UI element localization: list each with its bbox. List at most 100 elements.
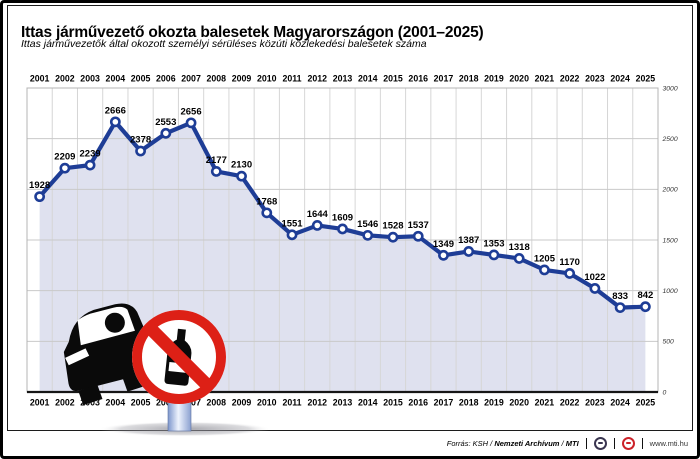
y-tick-2500: 2500 [662,136,678,143]
bottom-axis-year-2011: 2011 [282,398,301,408]
content-frame [7,5,693,431]
data-label-2025: 842 [637,290,653,301]
data-point-2003 [84,159,96,171]
car-no-alcohol-illustration [63,303,271,437]
data-point-2009 [236,170,247,182]
data-point-2014 [362,229,374,241]
data-point-2010 [261,207,273,219]
top-axis-year-2013: 2013 [333,74,353,84]
data-point-2011 [286,229,298,241]
data-point-2002 [59,162,71,174]
data-point-2001 [34,191,46,203]
bottom-axis-year-2012: 2012 [307,398,327,408]
data-label-2017: 1349 [433,239,454,250]
bottom-axis-year-2017: 2017 [434,398,454,408]
source-token: / [488,438,495,448]
top-axis-year-2004: 2004 [106,74,126,84]
y-tick-500: 500 [663,339,675,346]
source-token: Nemzeti Archívum [494,438,560,448]
bottom-axis-year-2016: 2016 [408,398,428,408]
top-axis-year-2002: 2002 [55,74,75,84]
data-label-2021: 1205 [534,253,556,264]
top-axis-year-2009: 2009 [232,74,252,84]
bottom-axis-year-2005: 2005 [131,398,151,408]
bottom-axis-year-2020: 2020 [509,398,529,408]
footer-divider [641,437,643,449]
top-axis-year-2008: 2008 [207,74,227,84]
data-point-2018 [463,246,475,257]
bottom-axis-year-2013: 2013 [333,398,353,408]
top-axis-year-2019: 2019 [484,74,504,84]
data-point-2015 [387,231,399,243]
data-point-2025 [639,301,651,313]
bottom-axis-year-2006: 2006 [156,398,176,408]
page-subtitle: Ittas járművezetők által okozott személy… [21,38,427,50]
top-axis-year-2007: 2007 [181,74,201,84]
y-tick-0: 0 [663,389,667,396]
footer-divider [613,437,615,449]
bottom-axis-year-2019: 2019 [484,398,504,408]
data-label-2006: 2553 [155,117,176,128]
top-axis-year-2023: 2023 [585,74,605,84]
y-tick-2000: 2000 [662,187,678,194]
data-point-2007 [185,117,197,129]
page-title: Ittas járművezető okozta balesetek Magya… [21,24,484,42]
top-axis-year-2025: 2025 [636,74,656,84]
top-axis-year-2012: 2012 [307,74,327,84]
mti-logo-red-icon [621,436,635,450]
top-axis-year-2024: 2024 [610,74,630,84]
data-label-2023: 1022 [584,272,605,283]
data-point-2020 [513,253,525,264]
data-point-2006 [160,127,172,139]
data-label-2008: 2177 [206,155,227,166]
data-label-2012: 1644 [307,209,329,220]
source-credit: Forrás: KSH / Nemzeti Archívum / MTI [447,439,579,448]
data-point-2019 [488,249,500,261]
data-label-2015: 1528 [382,221,403,232]
top-axis-year-2003: 2003 [80,74,100,84]
data-point-2024 [614,302,626,313]
data-point-2021 [539,264,550,276]
bottom-axis-year-2010: 2010 [257,398,277,408]
no-alcohol-sign-icon [132,310,226,404]
data-label-2004: 2666 [105,105,126,116]
data-label-2018: 1387 [458,235,479,246]
bottom-axis-year-2023: 2023 [585,398,605,408]
data-label-2005: 2378 [130,135,151,146]
data-label-2010: 1768 [256,196,277,207]
bottom-axis-year-2009: 2009 [232,398,252,408]
data-label-2009: 2130 [231,160,252,171]
sign-pole [167,400,192,432]
top-axis-year-2014: 2014 [358,74,378,84]
top-axis-year-2022: 2022 [560,74,580,84]
data-label-2003: 2239 [80,149,101,160]
bottom-axis-year-2022: 2022 [560,398,580,408]
bottom-axis-year-2021: 2021 [535,398,555,408]
y-tick-1000: 1000 [663,288,678,295]
data-label-2011: 1551 [281,218,303,229]
bottom-axis-year-2004: 2004 [106,398,126,408]
y-tick-1500: 1500 [663,237,678,244]
bottom-axis-year-2025: 2025 [636,398,656,408]
data-point-2016 [412,230,424,242]
data-label-2002: 2209 [54,152,75,163]
data-label-2016: 1537 [408,220,429,231]
source-token: Forrás: [446,438,473,448]
top-axis-year-2006: 2006 [156,74,176,84]
top-axis-year-2021: 2021 [535,74,555,84]
data-point-2005 [135,145,146,157]
top-axis-year-2017: 2017 [434,74,454,84]
bottom-axis-year-2015: 2015 [383,398,403,408]
data-point-2012 [311,220,323,231]
data-point-2004 [109,116,121,128]
mti-logo-dark-icon [593,436,607,450]
data-label-2001: 1928 [29,180,50,191]
top-axis-year-2001: 2001 [30,74,50,84]
top-axis-year-2011: 2011 [282,74,301,84]
data-label-2020: 1318 [509,242,530,253]
data-point-2013 [337,223,348,235]
data-label-2014: 1546 [357,219,378,230]
top-axis-year-2020: 2020 [509,74,529,84]
top-axis-year-2010: 2010 [257,74,277,84]
bottom-axis-year-2018: 2018 [459,398,479,408]
